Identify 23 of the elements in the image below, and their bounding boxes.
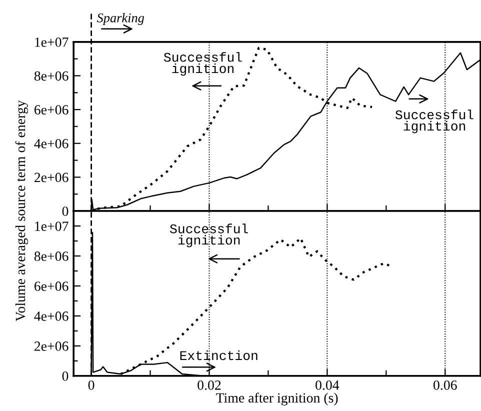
y-tick-label: 8e+06 xyxy=(34,71,68,81)
y-axis-title: Volume averaged source term of energy xyxy=(15,100,28,322)
y-tick-label: 6e+06 xyxy=(34,105,68,115)
x-tick-label: 0.06 xyxy=(434,380,457,390)
y-tick-label: 1e+07 xyxy=(35,222,68,231)
y-tick-label: 1e+07 xyxy=(35,38,68,47)
text: Sparking xyxy=(96,13,144,26)
x-tick-label: 0.04 xyxy=(316,380,340,390)
y-tick-label: 0 xyxy=(62,371,68,381)
y-tick-label: 0 xyxy=(62,206,68,216)
y-tick-label: 6e+06 xyxy=(34,282,68,291)
annotation: Successful ignition xyxy=(164,52,242,76)
x-axis-title: Time after ignition (s) xyxy=(216,392,338,406)
y-tick-label: 2e+06 xyxy=(34,172,68,182)
annotation: Successful ignition xyxy=(395,110,474,134)
x-tick-label: 0.02 xyxy=(198,380,221,390)
x-tick-label: 0 xyxy=(88,380,94,390)
y-tick-label: 4e+06 xyxy=(34,312,68,321)
annotation: Successful ignition xyxy=(170,224,248,248)
annotation: Extinction xyxy=(180,350,258,360)
y-tick-label: 4e+06 xyxy=(34,138,68,148)
y-tick-label: 8e+06 xyxy=(34,252,68,261)
y-tick-label: 2e+06 xyxy=(34,342,68,351)
